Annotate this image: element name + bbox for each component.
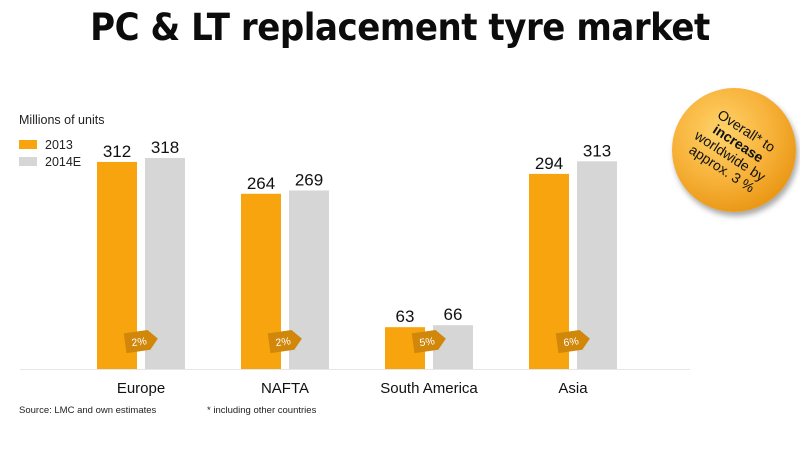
value-label-europe-2013: 312 [103,142,131,161]
value-label-south-america-2013: 63 [396,307,415,326]
category-label-europe: Europe [117,380,165,397]
value-label-asia-2013: 294 [535,154,563,173]
value-label-asia-2014e: 313 [583,141,611,160]
unit-label: Millions of units [19,113,105,127]
growth-tag-asia [555,329,590,354]
growth-label-europe: 2% [131,335,148,349]
legend-item-2013: 2013 [19,136,81,153]
growth-label-nafta: 2% [275,335,292,349]
legend-label-2013: 2013 [45,137,73,152]
growth-tag-nafta [267,329,302,354]
category-label-asia: Asia [558,380,588,397]
footnote: * including other countries [207,405,317,416]
growth-label-asia: 6% [563,335,580,349]
legend-label-2014e: 2014E [45,154,82,169]
value-label-nafta-2013: 264 [247,174,275,193]
growth-badge: Overall* to increase worldwide by approx… [672,88,796,212]
value-label-south-america-2014e: 66 [444,305,463,324]
growth-label-south-america: 5% [419,335,436,349]
category-label-nafta: NAFTA [261,380,309,397]
legend-item-2014e: 2014E [19,153,81,170]
legend-swatch-2013 [19,140,37,149]
growth-tag-south-america [411,329,446,354]
chart-title: PC & LT replacement tyre market [90,6,710,49]
value-label-nafta-2014e: 269 [295,170,323,189]
growth-tag-europe [123,329,158,354]
legend-swatch-2014e [19,157,37,166]
source-note: Source: LMC and own estimates [19,405,157,416]
category-label-south-america: South America [380,380,478,397]
value-label-europe-2014e: 318 [151,138,179,157]
legend: 2013 2014E [19,136,81,170]
